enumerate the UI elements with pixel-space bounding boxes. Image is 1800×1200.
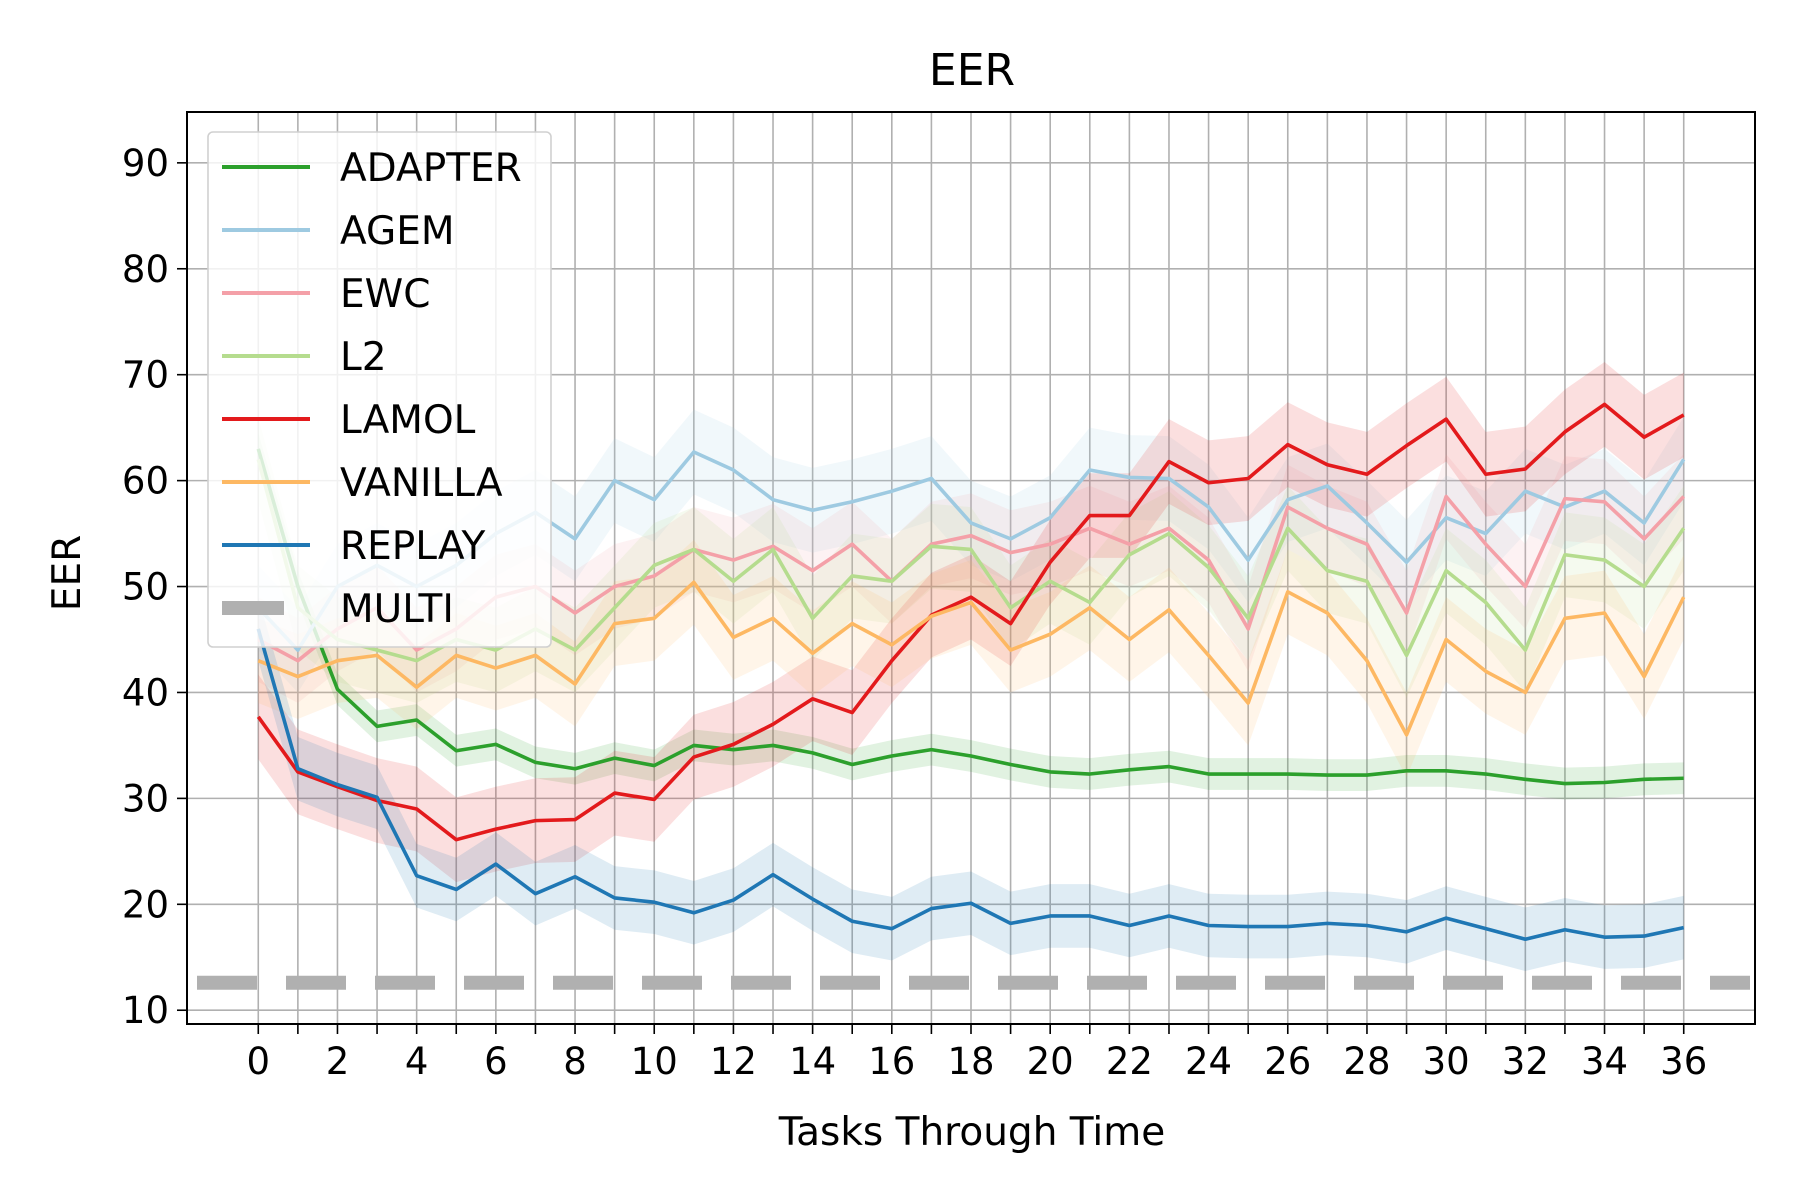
legend-label-lamol: LAMOL — [340, 398, 476, 443]
band-ewc — [258, 454, 1684, 704]
legend: ADAPTER AGEM EWC L2 LAMOL VANILLA REPLAY MULTI — [207, 131, 552, 648]
x-tick-label: 8 — [563, 1040, 587, 1083]
y-tick-label: 50 — [122, 566, 169, 609]
y-tick-label: 70 — [122, 354, 169, 397]
band-l2 — [258, 417, 1684, 704]
x-tick-label: 4 — [405, 1040, 429, 1083]
x-tick-label: 26 — [1264, 1040, 1311, 1083]
x-tick-label: 14 — [789, 1040, 836, 1083]
x-tick-label: 20 — [1027, 1040, 1074, 1083]
y-tick-label: 30 — [122, 777, 169, 820]
y-tick-label: 40 — [122, 671, 169, 714]
y-tick-label: 80 — [122, 248, 169, 291]
x-tick-label: 30 — [1423, 1040, 1470, 1083]
series-line-l2 — [256, 458, 1686, 663]
x-tick-label: 6 — [484, 1040, 508, 1083]
x-tick-label: 22 — [1106, 1040, 1153, 1083]
series-line-lamol — [256, 402, 1685, 842]
x-axis-ticks: 0 2 4 6 8 10 12 14 16 18 20 22 24 26 28 30 32 34 36 — [246, 1024, 1707, 1083]
series-lines — [256, 402, 1686, 942]
y-tick-label: 90 — [122, 142, 169, 185]
legend-label-replay: REPLAY — [340, 524, 486, 569]
legend-label-ewc: EWC — [340, 272, 430, 317]
legend-label-vanilla: VANILLA — [340, 461, 503, 506]
x-tick-label: 16 — [868, 1040, 915, 1083]
series-line-adapter — [256, 448, 1684, 786]
x-tick-label: 34 — [1581, 1040, 1628, 1083]
x-tick-label: 18 — [947, 1040, 994, 1083]
x-tick-label: 12 — [710, 1040, 757, 1083]
chart-title: EER — [929, 45, 1015, 96]
legend-label-multi: MULTI — [340, 587, 454, 632]
y-tick-label: 20 — [122, 883, 169, 926]
x-tick-label: 0 — [246, 1040, 270, 1083]
band-lamol — [258, 361, 1684, 883]
x-tick-label: 32 — [1502, 1040, 1549, 1083]
legend-label-adapter: ADAPTER — [340, 146, 522, 191]
band-replay — [258, 597, 1684, 972]
legend-label-agem: AGEM — [340, 209, 455, 254]
legend-box — [207, 131, 552, 648]
series-line-vanilla — [257, 580, 1686, 737]
y-axis-ticks: 10 20 30 40 50 60 70 80 90 — [122, 142, 187, 1032]
y-axis-label: EER — [45, 535, 90, 611]
x-tick-label: 24 — [1185, 1040, 1232, 1083]
series-line-replay — [256, 628, 1685, 942]
x-tick-label: 36 — [1660, 1040, 1707, 1083]
legend-label-l2: L2 — [340, 335, 387, 380]
x-tick-label: 2 — [326, 1040, 350, 1083]
x-tick-label: 10 — [631, 1040, 678, 1083]
x-axis-label: Tasks Through Time — [778, 1110, 1166, 1155]
x-tick-label: 28 — [1343, 1040, 1390, 1083]
y-tick-label: 60 — [122, 460, 169, 503]
band-vanilla — [258, 539, 1684, 778]
y-tick-label: 10 — [122, 989, 169, 1032]
